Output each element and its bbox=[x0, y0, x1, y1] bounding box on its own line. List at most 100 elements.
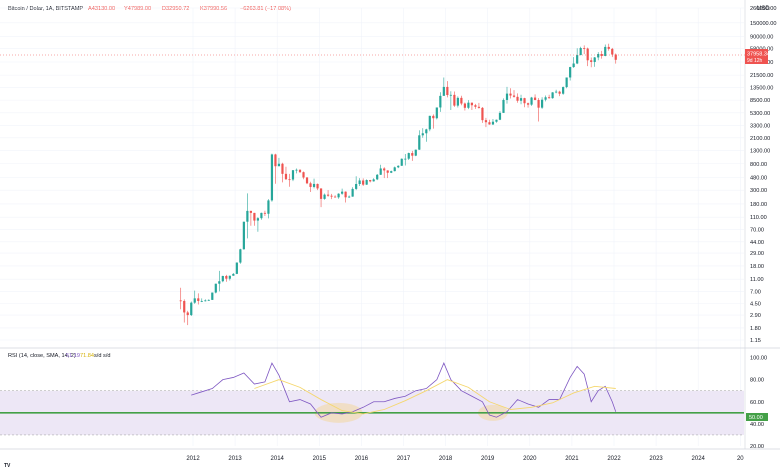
price-tick-label: 110.00 bbox=[750, 215, 767, 221]
price-tick-label: 8500.00 bbox=[750, 98, 770, 104]
candle-body bbox=[526, 103, 530, 105]
time-tick-label: 2013 bbox=[228, 456, 242, 462]
candle-body bbox=[484, 120, 488, 123]
rsi-label: RSI (14, close, SMA, 14, 2) bbox=[8, 353, 76, 359]
candle-body bbox=[288, 179, 291, 181]
price-tick-label: 90000.00 bbox=[750, 35, 773, 41]
price-tick-label: 1300.00 bbox=[750, 149, 770, 155]
candle-body bbox=[284, 173, 288, 180]
price-tick-label: 18.00 bbox=[750, 264, 764, 270]
candle-body bbox=[442, 86, 445, 96]
candle-body bbox=[586, 48, 589, 61]
candle-body bbox=[309, 183, 312, 187]
candle-body bbox=[372, 179, 375, 182]
candle-body bbox=[249, 210, 252, 213]
candle-body bbox=[376, 174, 379, 180]
currency-label: USD bbox=[757, 6, 770, 12]
candle-body bbox=[467, 102, 470, 108]
candle-body bbox=[470, 102, 474, 106]
candle-body bbox=[425, 129, 428, 134]
candle-body bbox=[460, 97, 463, 104]
candle-body bbox=[323, 194, 326, 199]
price-tick-label: 44.00 bbox=[750, 240, 764, 246]
chart-header: Bitcoin / Dolar, 1A, BITSTAMP A43130.00 … bbox=[8, 6, 770, 12]
candle-body bbox=[242, 221, 245, 250]
candle-body bbox=[193, 298, 196, 303]
candle-body bbox=[572, 63, 575, 68]
time-tick-label: 2021 bbox=[565, 456, 579, 462]
open-value: A43130.00 bbox=[88, 6, 115, 12]
candle-body bbox=[326, 194, 330, 196]
candle-body bbox=[390, 171, 393, 173]
current-price-tag: 37958.34 9d 12h bbox=[0, 49, 770, 64]
price-tick-label: 150000.00 bbox=[750, 21, 776, 27]
candle-body bbox=[590, 60, 593, 62]
candle-body bbox=[200, 300, 203, 302]
candle-body bbox=[597, 54, 600, 58]
candle-body bbox=[351, 188, 354, 197]
candle-body bbox=[214, 283, 217, 293]
candle-body bbox=[418, 135, 421, 150]
candle-body bbox=[495, 119, 498, 122]
rsi-extra: s/d s/d bbox=[94, 353, 110, 359]
candle-body bbox=[225, 275, 228, 279]
candle-body bbox=[530, 97, 533, 105]
candle-body bbox=[583, 48, 586, 49]
candle-body bbox=[358, 180, 361, 185]
time-tick-label: 2015 bbox=[313, 456, 327, 462]
candle-body bbox=[474, 105, 477, 107]
price-tick-label: 2100.00 bbox=[750, 136, 770, 142]
candle-body bbox=[614, 54, 617, 60]
candle-body bbox=[267, 200, 270, 214]
candle-body bbox=[558, 91, 561, 94]
price-tick-label: 4.50 bbox=[750, 301, 761, 307]
candle-body bbox=[421, 133, 424, 136]
price-tick-label: 21500.00 bbox=[750, 73, 773, 79]
candle-body bbox=[235, 262, 238, 274]
candle-body bbox=[555, 91, 558, 93]
candle-body bbox=[509, 93, 512, 96]
price-tick-label: 1.80 bbox=[750, 326, 761, 332]
candle-body bbox=[256, 218, 260, 221]
rsi-level-value: 50.00 bbox=[749, 415, 763, 421]
candle-body bbox=[400, 158, 403, 166]
rsi-tick-label: 20.00 bbox=[750, 444, 764, 450]
candle-body bbox=[481, 107, 484, 121]
candle-body bbox=[263, 212, 267, 214]
candle-body bbox=[449, 94, 452, 96]
candle-body bbox=[379, 168, 382, 175]
candle-body bbox=[253, 212, 256, 221]
candle-body bbox=[386, 170, 389, 173]
candle-body bbox=[411, 153, 414, 156]
candle-body bbox=[239, 249, 242, 263]
candle-body bbox=[204, 300, 207, 302]
price-tick-label: 800.00 bbox=[750, 162, 767, 168]
candle-timer: 9d 12h bbox=[747, 58, 763, 64]
price-tick-label: 13500.00 bbox=[750, 86, 773, 92]
candle-body bbox=[397, 165, 400, 168]
candle-body bbox=[456, 97, 459, 106]
rsi-value: 51.19 bbox=[66, 353, 80, 359]
time-tick-label: 20 bbox=[737, 456, 744, 462]
tradingview-logo: TV bbox=[4, 463, 11, 469]
time-tick-label: 2020 bbox=[523, 456, 537, 462]
rsi-tick-label: 100.00 bbox=[750, 356, 767, 362]
candle-body bbox=[218, 281, 221, 284]
candle-body bbox=[477, 106, 481, 108]
candle-body bbox=[540, 99, 544, 108]
candle-body bbox=[544, 97, 547, 100]
low-value: D32950.72 bbox=[162, 6, 189, 12]
candle-body bbox=[593, 57, 596, 62]
price-tick-label: 7.00 bbox=[750, 289, 761, 295]
rsi-lines bbox=[0, 362, 744, 418]
price-tick-label: 70.00 bbox=[750, 227, 764, 233]
candle-body bbox=[316, 183, 319, 189]
candle-body bbox=[533, 97, 537, 100]
candle-body bbox=[600, 54, 603, 56]
time-tick-label: 2024 bbox=[692, 456, 706, 462]
candle-body bbox=[519, 98, 523, 101]
candle-body bbox=[505, 93, 509, 100]
price-tick-label: 260000.00 bbox=[750, 6, 776, 12]
price-tick-label: 480.00 bbox=[750, 176, 767, 182]
candle-body bbox=[523, 98, 526, 104]
